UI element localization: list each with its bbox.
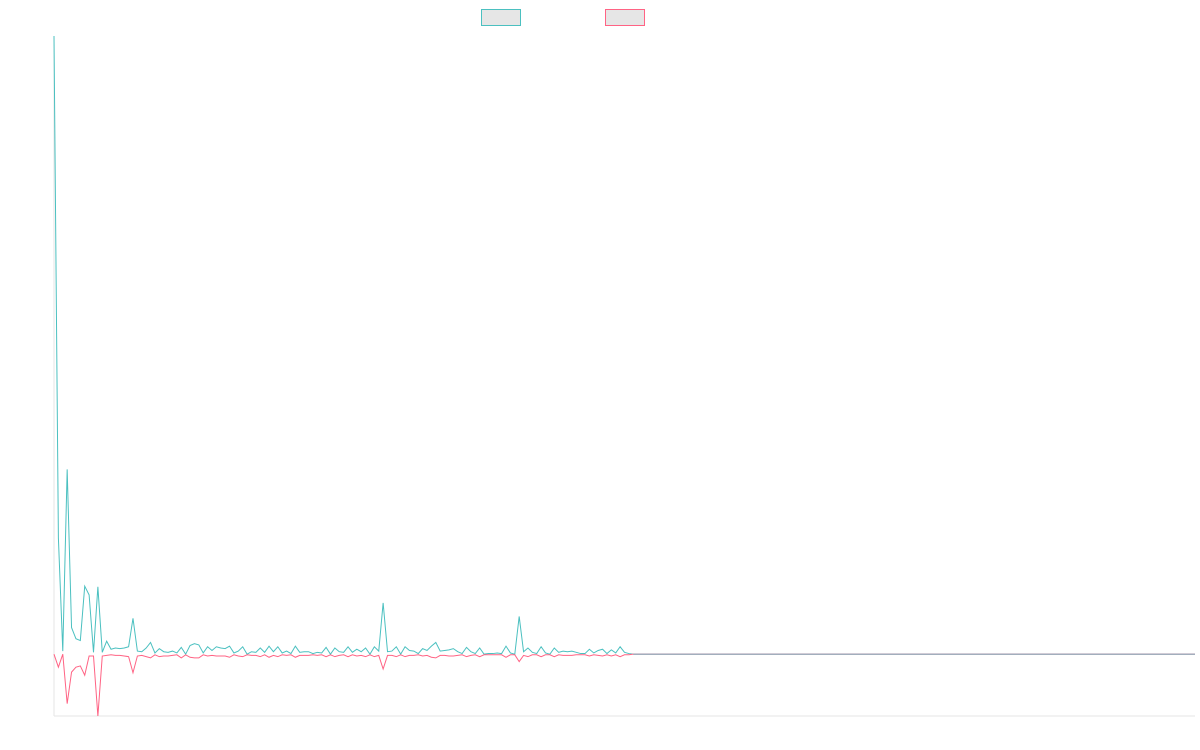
axes — [53, 36, 1195, 717]
series-layer — [53, 35, 1195, 717]
legend — [481, 9, 645, 26]
legend-swatch-1[interactable] — [481, 9, 521, 26]
series-line-2 — [53, 653, 1195, 717]
legend-swatch-2[interactable] — [605, 9, 645, 26]
series-line-1 — [53, 35, 1195, 656]
